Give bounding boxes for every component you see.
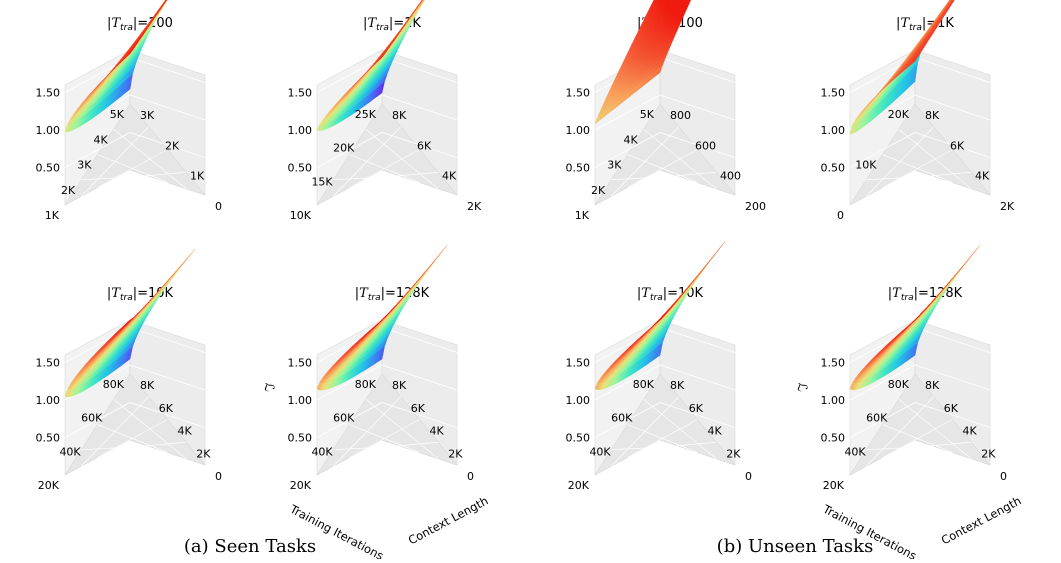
- ctx-tick-label: 0: [215, 470, 222, 483]
- ctx-tick-label: 2K: [165, 139, 180, 152]
- z-tick-label: 0.50: [288, 162, 313, 175]
- iter-tick-label: 15K: [311, 175, 333, 188]
- iter-tick-label: 80K: [355, 378, 377, 391]
- iter-tick-label: 40K: [589, 445, 611, 458]
- ctx-tick-label: 6K: [411, 402, 426, 415]
- iter-tick-label: 20K: [38, 479, 60, 492]
- panel-title: |Ttra|=100: [107, 16, 173, 33]
- ctx-tick-label: 0: [215, 200, 222, 213]
- z-tick-label: 1.00: [821, 124, 846, 137]
- iter-tick-label: 2K: [61, 184, 76, 197]
- z-tick-label: 1.50: [566, 87, 591, 100]
- ctx-tick-label: 0: [745, 470, 752, 483]
- ctx-tick-label: 4K: [708, 425, 723, 438]
- z-tick-label: 0.50: [288, 432, 313, 445]
- panel-title: |Ttra|=128K: [888, 286, 963, 303]
- ctx-tick-label: 8K: [392, 379, 407, 392]
- iter-tick-label: 4K: [624, 133, 639, 146]
- ctx-tick-label: 600: [695, 139, 716, 152]
- panel-title: |Ttra|=128K: [355, 286, 430, 303]
- z-tick-label: 0.50: [36, 162, 61, 175]
- iter-tick-label: 20K: [888, 108, 910, 121]
- ctx-tick-label: 6K: [950, 139, 965, 152]
- panel-title: |Ttra|=1K: [896, 16, 954, 33]
- z-tick-label: 1.50: [821, 87, 846, 100]
- ctx-tick-label: 3K: [140, 109, 155, 122]
- iter-tick-label: 40K: [59, 445, 81, 458]
- ctx-tick-label: 8K: [925, 109, 940, 122]
- z-tick-label: 1.50: [36, 357, 61, 370]
- z-tick-label: 1.00: [288, 394, 313, 407]
- ctx-tick-label: 4K: [975, 170, 990, 183]
- iter-tick-label: 10K: [855, 159, 877, 172]
- ctx-tick-label: 8K: [140, 379, 155, 392]
- ctx-tick-label: 4K: [178, 425, 193, 438]
- z-tick-label: 0.50: [821, 162, 846, 175]
- iter-tick-label: 80K: [103, 378, 125, 391]
- iter-tick-label: 40K: [311, 445, 333, 458]
- zaxis-label: ℒ: [261, 382, 276, 391]
- panel-3: |Ttra|=1K 1.50 1.00 0.50 0 10K 20K 2K 4K 6K 8K: [821, 0, 1015, 222]
- ctx-tick-label: 2K: [1000, 200, 1015, 213]
- ctx-tick-label: 4K: [442, 170, 457, 183]
- panel-2: |Ttra|=1001.501.000.501K2K3K4K5K20040060…: [566, 0, 767, 222]
- ctx-tick-label: 8K: [392, 109, 407, 122]
- iter-tick-label: 60K: [333, 412, 355, 425]
- ctx-tick-label: 6K: [159, 402, 174, 415]
- ctx-tick-label: 2K: [467, 200, 482, 213]
- iter-tick-label: 60K: [81, 412, 103, 425]
- z-tick-label: 0.50: [566, 162, 591, 175]
- iter-tick-label: 3K: [607, 159, 622, 172]
- panel-1: |Ttra|=1K1.501.000.5010K15K20K25K2K4K6K8…: [288, 0, 482, 222]
- ctx-tick-label: 6K: [417, 139, 432, 152]
- z-tick-label: 1.00: [36, 394, 61, 407]
- iter-tick-label: 20K: [568, 479, 590, 492]
- iter-tick-label: 1K: [575, 209, 590, 222]
- iter-tick-label: 10K: [290, 209, 312, 222]
- iter-tick-label: 20K: [333, 142, 355, 155]
- ctx-tick-label: 4K: [430, 425, 445, 438]
- ctx-tick-label: 2K: [196, 447, 211, 460]
- z-tick-label: 1.00: [566, 394, 591, 407]
- ctx-tick-label: 1K: [190, 170, 205, 183]
- iter-tick-label: 20K: [290, 479, 312, 492]
- iter-tick-label: 0: [837, 209, 844, 222]
- z-tick-label: 1.50: [288, 357, 313, 370]
- iter-tick-label: 80K: [633, 378, 655, 391]
- iter-tick-label: 3K: [77, 159, 92, 172]
- panel-title: |Ttra|=10K: [637, 286, 704, 303]
- panel-7: |Ttra|=128K1.501.000.5020K40K60K80K02K4K…: [794, 245, 1023, 559]
- iter-tick-label: 5K: [640, 108, 655, 121]
- ctx-tick-label: 800: [670, 109, 691, 122]
- yaxis-label: Context Length: [406, 494, 491, 548]
- ctx-tick-label: 0: [467, 470, 474, 483]
- panel-4: |Ttra|=10K1.501.000.5020K40K60K80K02K4K6…: [36, 249, 223, 492]
- ctx-tick-label: 2K: [448, 447, 463, 460]
- z-tick-label: 0.50: [36, 432, 61, 445]
- ctx-tick-label: 2K: [726, 447, 741, 460]
- ctx-tick-label: 200: [745, 200, 766, 213]
- ctx-tick-label: 400: [720, 170, 741, 183]
- z-tick-label: 1.00: [36, 124, 61, 137]
- iter-tick-label: 1K: [45, 209, 60, 222]
- panel-5: |Ttra|=128K 1.50 1.00 0.50 20K 40K 60K 80K 0 2K4K…: [261, 245, 490, 559]
- z-tick-label: 1.50: [566, 357, 591, 370]
- ctx-tick-label: 8K: [670, 379, 685, 392]
- iter-tick-label: 2K: [591, 184, 606, 197]
- iter-tick-label: 5K: [110, 108, 125, 121]
- z-tick-label: 0.50: [566, 432, 591, 445]
- iter-tick-label: 25K: [355, 108, 377, 121]
- iter-tick-label: 4K: [94, 133, 109, 146]
- z-tick-label: 1.00: [288, 124, 313, 137]
- ctx-tick-label: 6K: [689, 402, 704, 415]
- iter-tick-label: 60K: [611, 412, 633, 425]
- z-tick-label: 1.00: [566, 124, 591, 137]
- z-tick-label: 1.50: [288, 87, 313, 100]
- z-tick-label: 1.50: [36, 87, 61, 100]
